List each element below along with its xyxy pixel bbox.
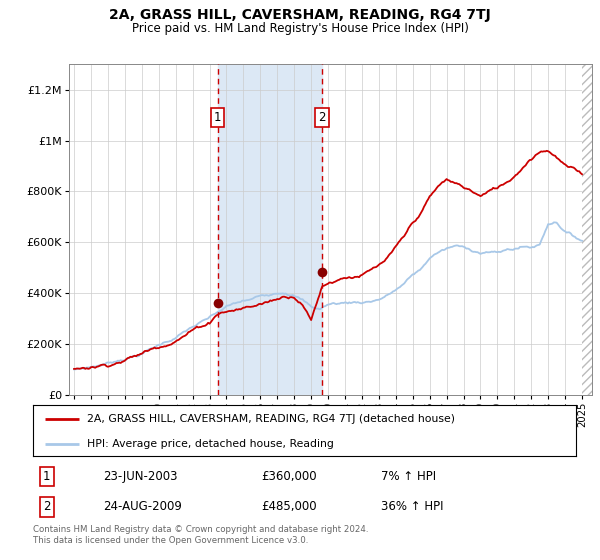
- Text: 24-AUG-2009: 24-AUG-2009: [104, 500, 182, 514]
- Text: Price paid vs. HM Land Registry's House Price Index (HPI): Price paid vs. HM Land Registry's House …: [131, 22, 469, 35]
- Text: 1: 1: [214, 111, 221, 124]
- Text: 23-JUN-2003: 23-JUN-2003: [104, 470, 178, 483]
- Text: 1: 1: [43, 470, 50, 483]
- Text: 2: 2: [318, 111, 326, 124]
- Text: 2: 2: [43, 500, 50, 514]
- Text: £485,000: £485,000: [261, 500, 317, 514]
- Text: 2A, GRASS HILL, CAVERSHAM, READING, RG4 7TJ: 2A, GRASS HILL, CAVERSHAM, READING, RG4 …: [109, 8, 491, 22]
- Text: 2A, GRASS HILL, CAVERSHAM, READING, RG4 7TJ (detached house): 2A, GRASS HILL, CAVERSHAM, READING, RG4 …: [88, 414, 455, 424]
- Text: HPI: Average price, detached house, Reading: HPI: Average price, detached house, Read…: [88, 438, 334, 449]
- Text: Contains HM Land Registry data © Crown copyright and database right 2024.
This d: Contains HM Land Registry data © Crown c…: [33, 525, 368, 545]
- Bar: [218, 64, 322, 395]
- Text: £360,000: £360,000: [261, 470, 317, 483]
- Text: 7% ↑ HPI: 7% ↑ HPI: [380, 470, 436, 483]
- Text: 36% ↑ HPI: 36% ↑ HPI: [380, 500, 443, 514]
